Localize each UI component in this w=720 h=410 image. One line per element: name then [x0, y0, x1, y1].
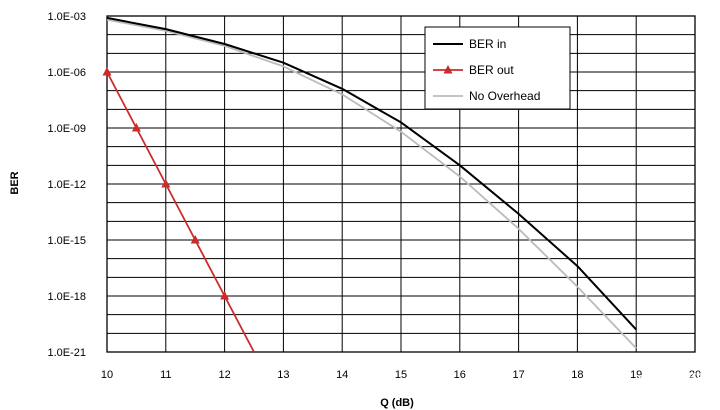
y-tick-label: 1.0E-09 [47, 123, 86, 135]
x-tick-label: 11 [160, 369, 171, 381]
y-tick-label: 1.0E-18 [47, 291, 86, 303]
series-line-no-overhead [106, 18, 637, 349]
y-axis-title: BER [9, 171, 21, 194]
x-tick-label: 19 [630, 369, 642, 381]
legend-label: No Overhead [469, 89, 540, 103]
legend-label: BER in [469, 37, 506, 51]
x-tick-label: 13 [277, 369, 289, 381]
x-axis-title: Q (dB) [380, 397, 414, 409]
tick-labels: 10 11 12 13 14 15 16 17 18 19 20 1.0E-03 1.0E-06 1.0E… [47, 11, 701, 381]
watermark-text: 知乎 @通信百科 [602, 371, 712, 389]
ber-out-marker [131, 123, 141, 132]
y-tick-label: 1.0E-12 [47, 179, 86, 191]
x-tick-label: 18 [571, 369, 583, 381]
series-line-ber-out [106, 71, 255, 353]
legend-label: BER out [469, 63, 514, 77]
ber-out-marker [161, 179, 171, 188]
ber-out-marker [220, 291, 230, 300]
plot-frame [106, 15, 696, 353]
x-tick-label: 12 [218, 369, 230, 381]
legend: BER in BER out No Overhead [424, 26, 571, 110]
x-tick-label: 14 [336, 369, 348, 381]
axes [106, 15, 696, 353]
grid-lines [106, 15, 696, 353]
x-tick-label: 15 [395, 369, 407, 381]
x-tick-label: 17 [512, 369, 524, 381]
x-tick-label: 10 [101, 369, 113, 381]
ber-out-marker [102, 67, 112, 76]
x-tick-label: 16 [454, 369, 466, 381]
y-tick-label: 1.0E-15 [47, 235, 86, 247]
ber-out-marker [190, 235, 200, 244]
series-line-ber-in [106, 16, 637, 331]
legend-marker [443, 65, 453, 74]
y-tick-label: 1.0E-03 [47, 11, 86, 23]
x-tick-label: 20 [689, 369, 701, 381]
series-lines [102, 16, 637, 353]
y-tick-label: 1.0E-21 [47, 347, 86, 359]
y-tick-label: 1.0E-06 [47, 67, 86, 79]
